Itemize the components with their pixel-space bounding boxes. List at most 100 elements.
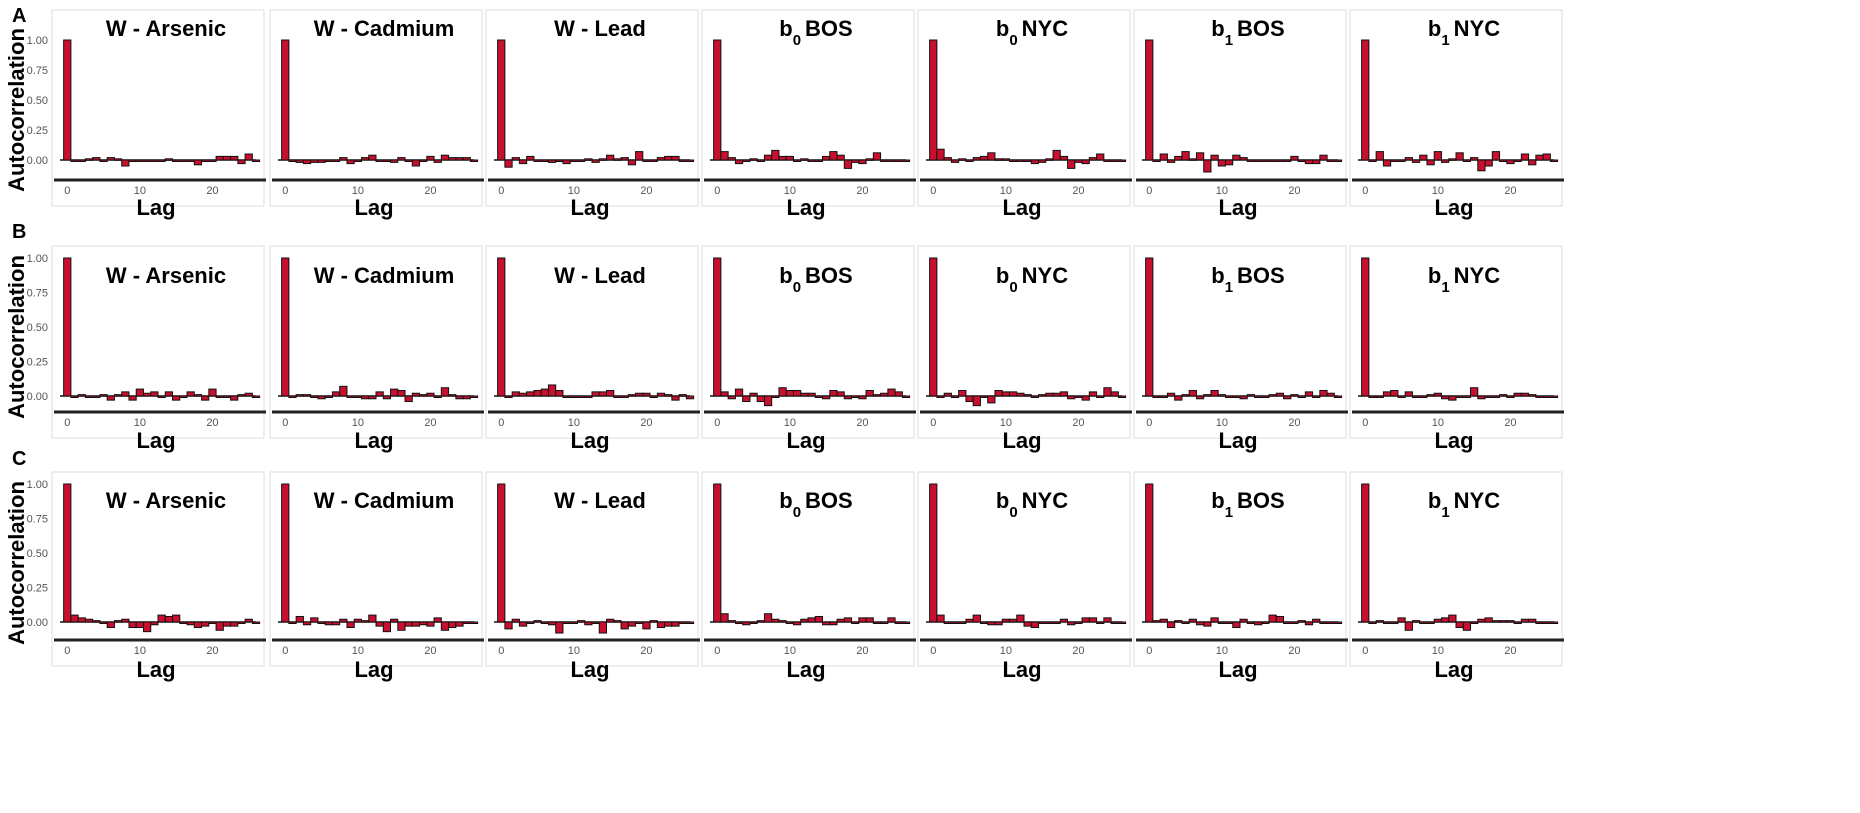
panel-title: b0 BOS [779,263,852,296]
acf-bar [1283,159,1292,162]
acf-bar [1455,621,1464,629]
acf-bar [526,391,535,397]
acf-bar [1528,159,1537,166]
acf-bar [720,151,729,161]
y-tick-label: 0.00 [27,155,48,167]
acf-bar [1254,159,1263,162]
acf-bar [281,39,290,161]
acf-bar [157,614,166,623]
acf-bar [1103,387,1112,397]
x-tick-label: 20 [640,185,652,197]
acf-bar [390,618,399,623]
acf-bar [433,395,442,398]
acf-bar [771,149,780,161]
acf-bar [1326,392,1335,397]
acf-bar [763,395,773,407]
acf-bar [302,621,312,626]
acf-bar [569,621,578,624]
acf-bar [972,157,981,161]
acf-bar [778,155,787,161]
x-tick-label: 20 [640,417,652,429]
acf-bar [1462,159,1472,162]
acf-bar [1188,158,1197,161]
acf-bar [1477,618,1486,623]
acf-bar [1535,154,1544,161]
panel-title: b0 NYC [996,16,1068,49]
acf-bar [186,391,195,397]
acf-bar [331,159,341,162]
acf-bar [237,621,246,624]
acf-bar [1520,153,1530,161]
acf-panel: 0 10 20 Lag b1 BOS [1133,471,1348,682]
acf-bar [518,392,528,397]
acf-bar [720,613,729,623]
x-tick-label: 20 [1504,417,1516,429]
panel-frame [701,9,915,207]
acf-bar [288,621,297,624]
x-tick-label: 20 [206,645,218,657]
x-tick-label: 10 [1432,185,1444,197]
acf-bar [1499,620,1508,623]
acf-bar [128,621,137,629]
acf-bar [150,159,159,162]
acf-bar [404,621,413,627]
x-tick-label: 0 [498,417,504,429]
acf-bar [1333,159,1343,162]
panel-title: b0 BOS [779,16,852,49]
acf-bar [1096,153,1105,161]
acf-bar [569,159,578,162]
acf-panel: 0 10 20 Lag W - Cadmium [269,245,484,453]
acf-bar [792,389,802,397]
acf-bar [179,621,188,624]
acf-bar [375,621,384,627]
x-tick-label: 20 [856,645,868,657]
acf-bar [1096,621,1105,624]
acf-bar [106,395,115,401]
acf-bar [1016,159,1025,162]
acf-bar [1008,618,1018,623]
acf-bar [426,621,435,627]
acf-bar [404,395,413,403]
acf-bar [671,395,680,401]
acf-panel: 0 10 20 Lag W - Lead [485,9,700,220]
acf-bar [1433,618,1442,623]
acf-bar [440,387,450,397]
acf-bar [771,618,780,623]
acf-bar [142,159,152,162]
acf-bar [113,394,123,397]
acf-bar [1491,620,1501,623]
acf-bar [865,389,874,397]
acf-bar [164,615,174,623]
acf-bar [635,151,644,161]
acf-bar [1023,159,1032,162]
acf-bar [562,621,571,624]
acf-bar [1074,395,1083,398]
acf-bar [734,159,744,165]
acf-bar [1411,620,1421,623]
panel-frame [1133,471,1347,667]
x-axis-title: Lag [570,657,609,682]
acf-bar [1246,621,1256,624]
panel-frame [269,471,483,667]
acf-bar [1375,151,1384,161]
y-tick-label: 0.25 [27,125,48,137]
x-tick-label: 0 [1362,645,1368,657]
acf-bar [99,159,108,162]
acf-bar [865,158,874,161]
acf-bar [92,157,101,161]
acf-bar [1067,395,1076,400]
acf-bar [1023,394,1032,397]
acf-bar [497,39,506,161]
acf-bar [1440,159,1450,163]
x-axis-title: Lag [1218,657,1257,682]
acf-bar [1224,159,1234,166]
panel-title: b1 BOS [1211,16,1284,49]
acf-bar [950,621,960,624]
acf-bar [1290,155,1299,161]
acf-bar [1382,159,1392,167]
acf-bar [511,618,520,623]
acf-bar [1426,394,1435,397]
y-axis-title: Autocorrelation [4,28,29,192]
acf-bar [1181,394,1190,397]
acf-bar [1239,395,1248,400]
